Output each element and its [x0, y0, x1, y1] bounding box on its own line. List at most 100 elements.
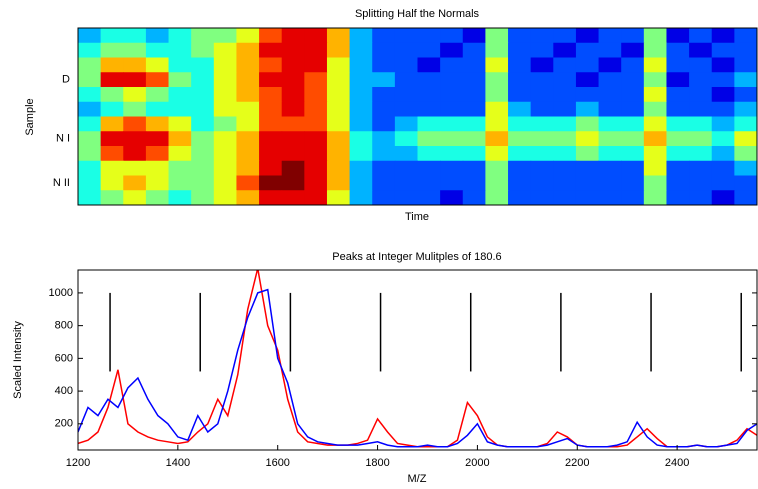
heat-cell — [145, 57, 170, 73]
heat-cell — [621, 87, 645, 103]
y-tick-label: 200 — [55, 418, 73, 430]
heat-cell — [394, 160, 418, 176]
heat-cell — [440, 190, 464, 206]
heat-cell — [145, 72, 170, 88]
heat-cell — [462, 28, 486, 44]
heat-cell — [191, 116, 215, 132]
heat-cell — [191, 190, 215, 206]
heat-cell — [734, 116, 758, 132]
heat-cell — [666, 101, 690, 117]
heat-cell — [191, 57, 215, 73]
heat-cell — [281, 116, 305, 132]
heat-cell — [78, 146, 102, 162]
heat-cell — [530, 116, 554, 132]
heat-cell — [553, 131, 577, 147]
heat-cell — [417, 101, 441, 117]
heat-cell — [643, 131, 667, 147]
heat-cell — [666, 57, 690, 73]
heat-cell — [508, 42, 532, 58]
heat-cell — [78, 72, 102, 88]
heat-cell — [598, 57, 622, 73]
heat-cell — [553, 57, 577, 73]
heat-cell — [711, 28, 735, 44]
heat-cell — [78, 87, 102, 103]
heat-cell — [598, 190, 622, 206]
heat-cell — [236, 160, 260, 176]
heat-cell — [689, 131, 713, 147]
heat-cell — [485, 146, 509, 162]
heat-cell — [259, 72, 283, 88]
heat-cell — [100, 146, 124, 162]
heat-cell — [326, 72, 351, 88]
heat-cell — [349, 101, 373, 117]
heat-cell — [598, 42, 622, 58]
heat-cell — [621, 57, 645, 73]
heat-cell — [349, 116, 373, 132]
heat-cell — [462, 175, 486, 191]
heat-cell — [530, 190, 554, 206]
heat-cell — [281, 72, 305, 88]
heat-cell — [100, 116, 124, 132]
heat-cell — [462, 146, 486, 162]
chart-title: Peaks at Integer Mulitples of 180.6 — [332, 251, 501, 263]
y-tick-label: N II — [53, 177, 70, 189]
heat-cell — [711, 190, 735, 206]
heat-cell — [236, 175, 260, 191]
heat-cell — [123, 146, 147, 162]
heat-cell — [213, 57, 237, 73]
heat-cell — [236, 72, 260, 88]
heat-cell — [281, 28, 305, 44]
heat-cell — [78, 101, 102, 117]
heat-cell — [417, 42, 441, 58]
heat-cell — [666, 175, 690, 191]
heat-cell — [711, 42, 735, 58]
heat-cell — [191, 175, 215, 191]
heat-cell — [213, 42, 237, 58]
heat-cell — [191, 72, 215, 88]
axes-box — [77, 269, 758, 451]
heat-cell — [666, 160, 690, 176]
heat-cell — [259, 175, 283, 191]
heat-cell — [508, 101, 532, 117]
heat-cell — [621, 101, 645, 117]
heat-cell — [621, 160, 645, 176]
heat-cell — [462, 42, 486, 58]
heat-cell — [462, 160, 486, 176]
heat-cell — [621, 28, 645, 44]
heat-cell — [191, 160, 215, 176]
heat-cell — [349, 57, 373, 73]
heat-cell — [349, 87, 373, 103]
heat-cell — [349, 175, 373, 191]
heat-cell — [372, 87, 396, 103]
heat-cell — [711, 160, 735, 176]
heat-cell — [530, 28, 554, 44]
heat-cell — [213, 116, 237, 132]
heat-cell — [508, 131, 532, 147]
heat-cell — [100, 72, 124, 88]
heat-cell — [485, 175, 509, 191]
heat-cell — [372, 116, 396, 132]
heat-cell — [191, 131, 215, 147]
heat-cell — [191, 87, 215, 103]
heat-cell — [417, 116, 441, 132]
heat-cell — [326, 57, 351, 73]
heat-cell — [213, 160, 237, 176]
heat-cell — [304, 175, 328, 191]
heat-cell — [417, 131, 441, 147]
heat-cell — [304, 116, 328, 132]
plot-area — [78, 270, 757, 448]
heat-cell — [259, 28, 283, 44]
heat-cell — [168, 116, 192, 132]
heat-cell — [530, 72, 554, 88]
heat-cell — [213, 87, 237, 103]
heat-cell — [711, 87, 735, 103]
x-tick-label: 1600 — [265, 457, 289, 469]
heat-cell — [689, 28, 713, 44]
heat-cell — [508, 175, 532, 191]
heat-cell — [349, 160, 373, 176]
heat-cell — [440, 175, 464, 191]
heat-cell — [621, 131, 645, 147]
heat-cell — [145, 175, 170, 191]
heat-cell — [417, 160, 441, 176]
